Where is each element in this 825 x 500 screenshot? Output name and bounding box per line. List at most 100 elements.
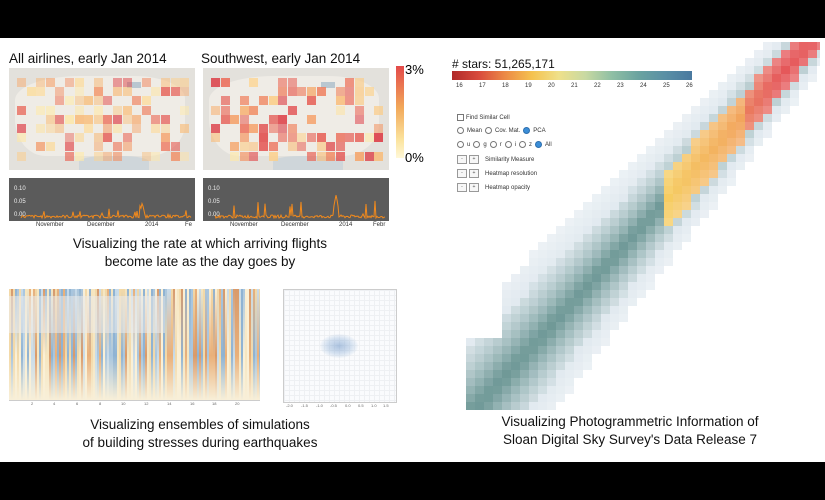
airport-delay-cell[interactable] bbox=[55, 87, 65, 97]
airport-delay-cell[interactable] bbox=[345, 78, 355, 87]
airport-delay-cell[interactable] bbox=[103, 96, 113, 106]
airport-delay-cell[interactable] bbox=[220, 96, 230, 106]
airport-delay-cell[interactable] bbox=[122, 87, 132, 97]
band-i-radio[interactable] bbox=[504, 141, 512, 148]
airport-delay-cell[interactable] bbox=[132, 114, 142, 124]
band-radio-group[interactable]: u g r i z All bbox=[457, 141, 552, 148]
airport-delay-cell[interactable] bbox=[141, 78, 151, 87]
airport-delay-cell[interactable] bbox=[113, 151, 122, 161]
airport-delay-cell[interactable] bbox=[239, 105, 249, 115]
airport-delay-cell[interactable] bbox=[161, 87, 170, 97]
airport-delay-cell[interactable] bbox=[132, 96, 142, 106]
airport-delay-cell[interactable] bbox=[268, 114, 278, 124]
airport-delay-cell[interactable] bbox=[355, 96, 364, 106]
airport-delay-cell[interactable] bbox=[45, 78, 55, 87]
airport-delay-cell[interactable] bbox=[345, 96, 355, 106]
airport-delay-cell[interactable] bbox=[93, 142, 103, 152]
airport-delay-cell[interactable] bbox=[17, 105, 26, 115]
airport-delay-cell[interactable] bbox=[170, 87, 180, 97]
airport-delay-cell[interactable] bbox=[364, 133, 374, 143]
airport-delay-cell[interactable] bbox=[74, 151, 84, 161]
airport-delay-cell[interactable] bbox=[249, 124, 259, 133]
airport-delay-cell[interactable] bbox=[239, 124, 249, 133]
airport-delay-cell[interactable] bbox=[355, 78, 364, 87]
airport-delay-cell[interactable] bbox=[287, 124, 297, 133]
airport-delay-cell[interactable] bbox=[103, 114, 113, 124]
airport-delay-cell[interactable] bbox=[326, 142, 336, 152]
airport-delay-cell[interactable] bbox=[211, 124, 220, 133]
airport-delay-cell[interactable] bbox=[161, 78, 170, 87]
band-all-radio[interactable] bbox=[535, 141, 543, 148]
airport-delay-cell[interactable] bbox=[335, 142, 345, 152]
resolution-decrease-button[interactable]: - bbox=[457, 169, 467, 178]
airport-delay-cell[interactable] bbox=[180, 105, 190, 115]
airport-delay-cell[interactable] bbox=[17, 124, 26, 133]
airport-delay-cell[interactable] bbox=[93, 151, 103, 161]
airport-delay-cell[interactable] bbox=[45, 105, 55, 115]
find-similar-row[interactable]: Find Similar Cell bbox=[457, 114, 510, 121]
similarity-decrease-button[interactable]: - bbox=[457, 155, 467, 164]
airport-delay-cell[interactable] bbox=[249, 78, 259, 87]
stat-mode-radio-group[interactable]: Mean Cov. Mat. PCA bbox=[457, 127, 546, 134]
airport-delay-cell[interactable] bbox=[122, 105, 132, 115]
airport-delay-cell[interactable] bbox=[287, 78, 297, 87]
airport-delay-cell[interactable] bbox=[65, 133, 74, 143]
airport-delay-cell[interactable] bbox=[93, 87, 103, 97]
airport-delay-cell[interactable] bbox=[278, 133, 288, 143]
airport-delay-cell[interactable] bbox=[335, 96, 345, 106]
airport-delay-cell[interactable] bbox=[113, 142, 122, 152]
airport-delay-cell[interactable] bbox=[36, 78, 46, 87]
resolution-increase-button[interactable]: + bbox=[469, 169, 479, 178]
airport-delay-cell[interactable] bbox=[132, 124, 142, 133]
airport-delay-cell[interactable] bbox=[113, 87, 122, 97]
airport-delay-cell[interactable] bbox=[287, 142, 297, 152]
all-airlines-map[interactable] bbox=[9, 68, 195, 170]
find-similar-checkbox[interactable] bbox=[457, 114, 464, 121]
airport-delay-cell[interactable] bbox=[65, 96, 74, 106]
airport-delay-cell[interactable] bbox=[141, 151, 151, 161]
airport-delay-cell[interactable] bbox=[335, 133, 345, 143]
airport-delay-cell[interactable] bbox=[74, 78, 84, 87]
airport-delay-cell[interactable] bbox=[84, 124, 94, 133]
airport-delay-cell[interactable] bbox=[180, 78, 190, 87]
airport-delay-cell[interactable] bbox=[355, 105, 364, 115]
airport-delay-cell[interactable] bbox=[374, 151, 384, 161]
airport-delay-cell[interactable] bbox=[65, 114, 74, 124]
airport-delay-cell[interactable] bbox=[113, 78, 122, 87]
band-r-radio[interactable] bbox=[489, 141, 497, 148]
opacity-decrease-button[interactable]: - bbox=[457, 183, 467, 192]
airport-delay-cell[interactable] bbox=[84, 114, 94, 124]
airport-delay-cell[interactable] bbox=[316, 142, 326, 152]
airport-delay-cell[interactable] bbox=[307, 114, 316, 124]
airport-delay-cell[interactable] bbox=[297, 142, 307, 152]
airport-delay-cell[interactable] bbox=[278, 87, 288, 97]
airport-delay-cell[interactable] bbox=[220, 114, 230, 124]
airport-delay-cell[interactable] bbox=[74, 87, 84, 97]
all-airlines-timeseries[interactable]: 0.10 0.05 0.00 November December 2014 Fe bbox=[9, 178, 195, 230]
airport-delay-cell[interactable] bbox=[335, 87, 345, 97]
airport-delay-cell[interactable] bbox=[355, 87, 364, 97]
band-u-radio[interactable] bbox=[457, 141, 464, 148]
airport-delay-cell[interactable] bbox=[170, 142, 180, 152]
airport-delay-cell[interactable] bbox=[93, 114, 103, 124]
airport-delay-cell[interactable] bbox=[307, 87, 316, 97]
airport-delay-cell[interactable] bbox=[151, 124, 161, 133]
airport-delay-cell[interactable] bbox=[239, 133, 249, 143]
airport-delay-cell[interactable] bbox=[84, 96, 94, 106]
airport-delay-cell[interactable] bbox=[122, 78, 132, 87]
airport-delay-cell[interactable] bbox=[103, 133, 113, 143]
airport-delay-cell[interactable] bbox=[26, 87, 36, 97]
airport-delay-cell[interactable] bbox=[307, 151, 316, 161]
airport-delay-cell[interactable] bbox=[36, 105, 46, 115]
airport-delay-cell[interactable] bbox=[268, 96, 278, 106]
southwest-map[interactable] bbox=[203, 68, 389, 170]
airport-delay-cell[interactable] bbox=[239, 114, 249, 124]
airport-delay-cell[interactable] bbox=[74, 114, 84, 124]
airport-delay-cell[interactable] bbox=[316, 151, 326, 161]
airport-delay-cell[interactable] bbox=[122, 142, 132, 152]
airport-delay-cell[interactable] bbox=[278, 96, 288, 106]
airport-delay-cell[interactable] bbox=[36, 124, 46, 133]
airport-delay-cell[interactable] bbox=[278, 124, 288, 133]
airport-delay-cell[interactable] bbox=[141, 96, 151, 106]
airport-delay-cell[interactable] bbox=[180, 151, 190, 161]
